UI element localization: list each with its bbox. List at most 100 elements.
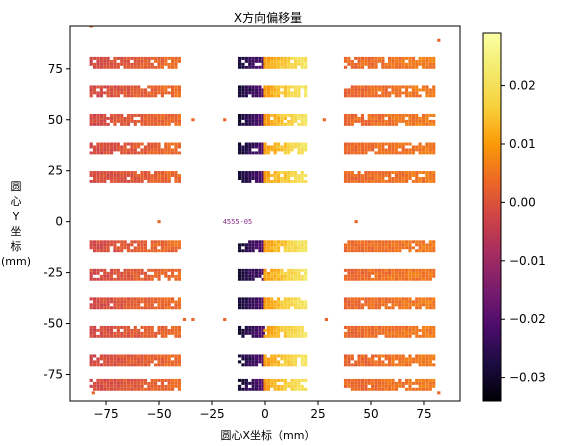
data-point [258, 378, 262, 382]
data-point [347, 151, 351, 155]
data-point [377, 56, 382, 60]
data-point [270, 297, 274, 301]
data-point [167, 179, 171, 183]
data-point [113, 171, 117, 175]
data-point [266, 173, 270, 177]
data-point [300, 268, 304, 272]
data-point [293, 277, 298, 281]
data-point [377, 59, 382, 63]
data-point [300, 249, 304, 253]
data-point [297, 271, 301, 275]
data-point [103, 56, 107, 60]
data-point [174, 331, 178, 335]
data-point [273, 354, 277, 358]
data-point [350, 277, 354, 281]
data-point [425, 173, 429, 177]
data-point [418, 148, 422, 152]
data-point [270, 240, 274, 244]
data-point [290, 378, 294, 382]
data-point [391, 65, 395, 69]
data-point [258, 381, 262, 385]
data-point [251, 303, 255, 307]
data-point [428, 173, 432, 177]
data-point [137, 240, 141, 244]
data-point [371, 360, 375, 364]
data-point [374, 381, 378, 385]
data-point [418, 59, 422, 63]
data-point [290, 85, 294, 89]
data-point [418, 62, 422, 66]
data-point [293, 59, 298, 63]
data-point [263, 277, 267, 281]
data-point [174, 176, 178, 180]
data-point [287, 334, 291, 338]
data-point [391, 148, 395, 152]
data-row [237, 240, 265, 253]
data-point [223, 118, 227, 122]
data-point [432, 94, 436, 98]
data-point [394, 59, 399, 63]
data-point [266, 145, 270, 149]
data-point [137, 297, 141, 301]
data-point [133, 65, 137, 69]
data-point [92, 277, 97, 281]
data-point [280, 354, 284, 358]
data-point [266, 271, 270, 275]
data-point [164, 122, 168, 126]
data-point [130, 122, 134, 126]
data-point [276, 171, 281, 175]
data-point [99, 387, 103, 391]
data-point [130, 387, 134, 391]
data-point [408, 277, 412, 281]
data-point [350, 179, 354, 183]
data-point [137, 363, 141, 367]
data-point [92, 145, 97, 149]
data-point [347, 91, 351, 95]
data-point [130, 306, 134, 310]
data-point [421, 59, 426, 63]
data-point [425, 300, 429, 304]
data-point [251, 378, 255, 382]
data-point [167, 297, 171, 301]
data-point [174, 240, 178, 244]
data-point [167, 59, 171, 63]
data-point [297, 328, 301, 332]
data-point [367, 65, 371, 69]
data-point [418, 88, 422, 92]
data-point [280, 381, 284, 385]
data-point [360, 328, 365, 332]
data-point [276, 85, 281, 89]
data-point [360, 274, 365, 278]
data-point [388, 334, 392, 338]
data-point [367, 277, 371, 281]
data-row [343, 240, 436, 253]
data-point [254, 268, 259, 272]
data-point [92, 249, 97, 253]
data-point [103, 65, 107, 69]
data-point [418, 151, 422, 155]
data-point [270, 243, 274, 247]
data-point [408, 116, 412, 120]
data-point [421, 268, 426, 272]
data-point [374, 306, 378, 310]
data-point [150, 142, 154, 146]
data-point [170, 381, 175, 385]
data-point [398, 173, 402, 177]
data-point [174, 91, 178, 95]
data-point [170, 113, 175, 117]
data-point [273, 378, 277, 382]
data-point [92, 268, 97, 272]
data-point [297, 59, 301, 63]
data-point [377, 325, 382, 329]
data-point [357, 249, 361, 253]
data-point [237, 243, 242, 247]
data-point [432, 173, 436, 177]
data-point [113, 148, 117, 152]
data-point [143, 277, 148, 281]
data-point [133, 277, 137, 281]
data-point [126, 62, 131, 66]
data-point [244, 243, 248, 247]
data-row [89, 378, 181, 391]
data-point [130, 176, 134, 180]
data-point [425, 151, 429, 155]
